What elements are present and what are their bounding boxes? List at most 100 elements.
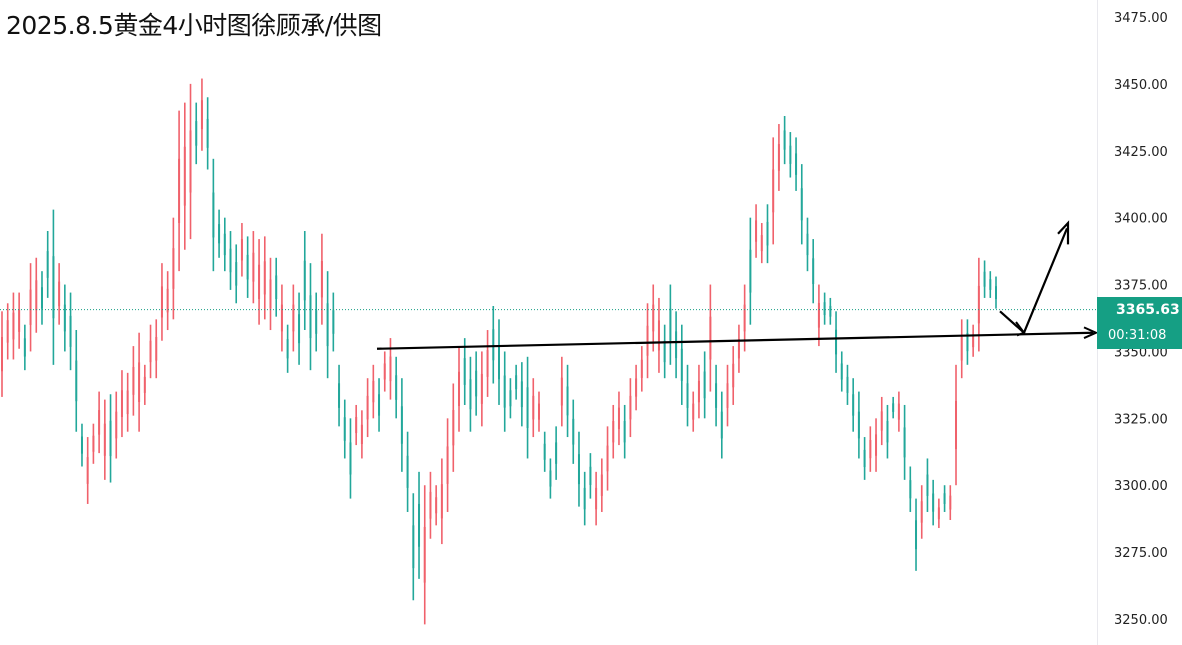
- candle-body: [1, 336, 3, 372]
- forecast-arrowhead: [1057, 220, 1070, 245]
- candle-body: [326, 303, 329, 347]
- forecast-arrow-dip-head: [1015, 321, 1026, 337]
- candle-body: [537, 403, 540, 420]
- candle-body: [332, 310, 335, 334]
- candle-body: [897, 403, 900, 420]
- candle-body: [663, 340, 666, 363]
- candle-body: [206, 118, 209, 148]
- candle-body: [892, 403, 895, 412]
- candle-body: [549, 470, 552, 487]
- candle-body: [80, 436, 83, 454]
- candle-body: [29, 289, 32, 325]
- y-tick-label: 3325.00: [1114, 412, 1168, 427]
- candle-body: [612, 421, 615, 443]
- y-tick-label: 3425.00: [1114, 145, 1168, 160]
- candle-body: [46, 251, 49, 278]
- y-tick-label: 3275.00: [1114, 546, 1168, 561]
- candle-body: [680, 348, 683, 381]
- candle-body: [520, 381, 523, 408]
- candle-body: [178, 158, 181, 224]
- candle-body: [835, 329, 838, 355]
- candle-body: [86, 457, 89, 484]
- candle-body: [458, 371, 461, 407]
- candle-body: [960, 336, 963, 361]
- candle-body: [926, 474, 929, 496]
- candle-body: [418, 503, 421, 547]
- candle-body: [709, 316, 712, 360]
- candle-body: [526, 387, 529, 428]
- candle-body: [246, 254, 249, 280]
- candle-body: [435, 497, 438, 514]
- candle-body: [389, 356, 392, 382]
- candle-body: [492, 329, 495, 361]
- candle-body: [6, 320, 9, 343]
- candle-body: [69, 315, 72, 347]
- candle-body: [475, 370, 478, 397]
- candle-body: [360, 424, 363, 445]
- candle-body: [783, 130, 786, 150]
- candle-body: [126, 390, 129, 415]
- candle-body: [692, 403, 695, 420]
- candle-body: [629, 395, 632, 420]
- candle-body: [509, 390, 512, 407]
- candles-group: [1, 78, 997, 625]
- candle-body: [577, 454, 580, 485]
- candle-body: [269, 279, 272, 309]
- candle-body: [315, 310, 318, 334]
- candle-body: [795, 153, 798, 175]
- candle-body: [52, 256, 55, 319]
- candle-body: [469, 379, 472, 410]
- candle-body: [972, 334, 975, 348]
- candle-body: [937, 507, 940, 520]
- candle-body: [423, 526, 426, 583]
- candle-body: [446, 446, 449, 484]
- candle-body: [309, 295, 312, 339]
- candle-body: [166, 288, 169, 313]
- candle-body: [320, 261, 323, 298]
- candle-body: [737, 339, 740, 359]
- chart-title: 2025.8.5黄金4小时图徐顾承/供图: [6, 11, 382, 40]
- candle-body: [617, 407, 620, 430]
- candle-body: [240, 239, 243, 261]
- candle-body: [275, 275, 278, 300]
- candle-body: [749, 249, 752, 293]
- candle-body: [686, 383, 689, 408]
- candle-body: [909, 480, 912, 499]
- candle-body: [983, 271, 986, 287]
- candle-body: [406, 455, 409, 488]
- candle-body: [486, 350, 489, 377]
- candle-body: [383, 363, 386, 380]
- candle-body: [857, 411, 860, 439]
- candle-body: [772, 169, 775, 213]
- candle-body: [400, 406, 403, 444]
- candle-body: [155, 336, 158, 361]
- candle-body: [172, 248, 175, 289]
- candle-body: [766, 221, 769, 246]
- candle-body: [109, 420, 112, 457]
- candle-body: [720, 411, 723, 439]
- candle-body: [229, 248, 232, 273]
- candle-body: [852, 394, 855, 416]
- candle-body: [258, 264, 261, 300]
- candle-body: [75, 360, 78, 402]
- candle-body: [829, 305, 832, 317]
- candle-body: [200, 100, 203, 130]
- candle-body: [635, 378, 638, 397]
- candle-body: [349, 442, 352, 475]
- candle-body: [977, 285, 980, 324]
- candle-body: [789, 145, 792, 164]
- candle-body: [943, 493, 946, 504]
- candle-body: [640, 359, 643, 378]
- candle-body: [35, 280, 38, 311]
- candle-body: [806, 233, 809, 256]
- candle-body: [812, 258, 815, 285]
- candle-body: [846, 376, 849, 393]
- candle-body: [338, 383, 341, 408]
- candle-body: [743, 304, 746, 332]
- candle-body: [395, 375, 398, 400]
- candle-body: [995, 286, 997, 300]
- candle-body: [429, 491, 432, 519]
- candle-body: [63, 304, 66, 332]
- candle-body: [452, 410, 455, 446]
- candle-body: [412, 525, 415, 569]
